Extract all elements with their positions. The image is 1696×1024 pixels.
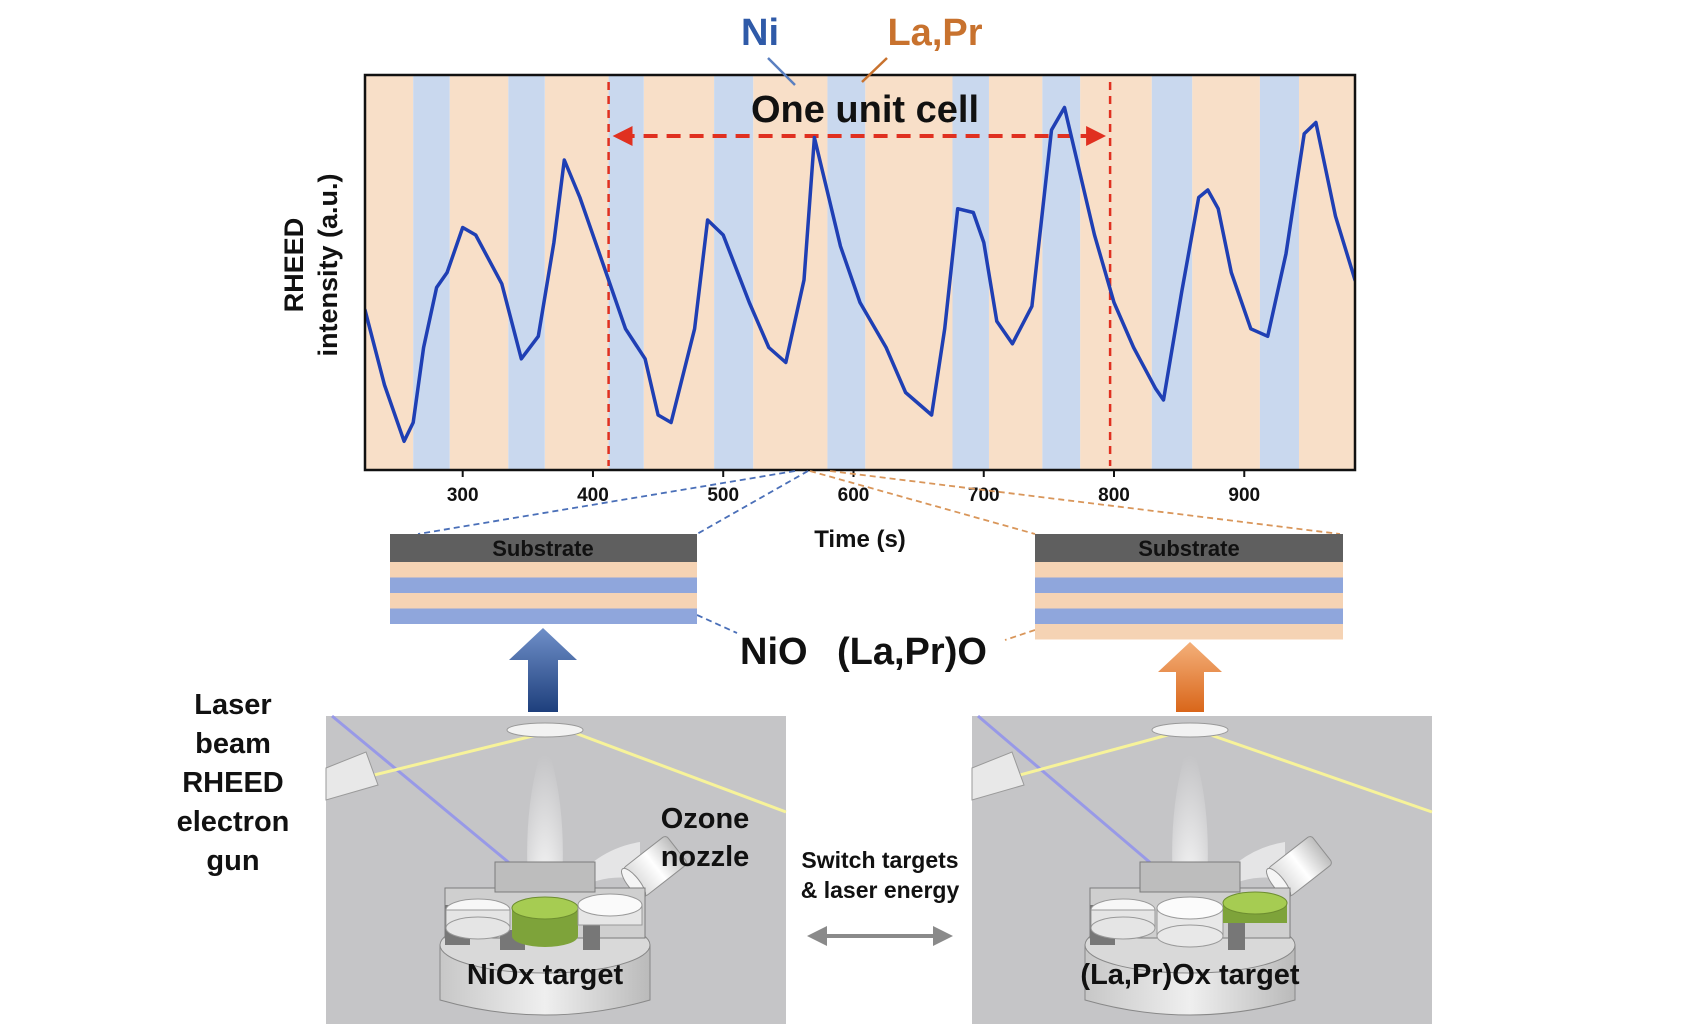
right-substrate-heater	[1151, 722, 1229, 738]
lapr-deposition-band	[544, 75, 609, 470]
x-axis-label: Time (s)	[814, 526, 906, 553]
ni-label-leader	[767, 57, 796, 86]
lapr-deposition-band	[365, 75, 414, 470]
lapr-band-label: La,Pr	[887, 12, 982, 54]
rheed-chart: 300 400 500 600 700 800 900 Time (s) RHEED int…	[279, 12, 1357, 553]
lapro-layer	[1035, 624, 1343, 640]
lapro-layer	[390, 593, 697, 609]
y-axis-label-line-1: RHEED	[279, 218, 309, 313]
laser-label-line-3: RHEED	[182, 767, 284, 799]
ozone-label-line-2: nozzle	[661, 841, 750, 873]
left-chamber-illustration: NiOx target Ozone nozzle	[325, 714, 787, 1024]
lapro-layer	[390, 562, 697, 578]
x-tick-label: 600	[838, 485, 870, 506]
left-film-layers	[390, 562, 697, 624]
orange-up-arrow	[1158, 642, 1222, 712]
x-tick-label: 900	[1228, 485, 1260, 506]
laser-rheed-label: Laser beam RHEED electron gun	[177, 689, 290, 877]
y-axis-label: RHEED intensity (a.u.)	[279, 173, 343, 356]
left-layer-stack: Substrate	[390, 534, 697, 624]
left-substrate-label: Substrate	[492, 536, 593, 561]
lapro-layer	[1035, 562, 1343, 578]
right-target-label: (La,Pr)Ox target	[1080, 959, 1299, 991]
zoom-connector-lines	[417, 470, 1341, 641]
ni-deposition-band	[1259, 75, 1299, 470]
laser-label-line-4: electron	[177, 806, 290, 838]
x-tick-label: 400	[577, 485, 609, 506]
zoom-line-right-2	[829, 470, 1341, 535]
x-tick-label: 800	[1098, 485, 1130, 506]
lapro-layer	[1035, 593, 1343, 609]
zoom-line-left-1	[417, 470, 796, 535]
x-tick-label: 500	[707, 485, 739, 506]
right-layer-stack: Substrate	[1035, 534, 1343, 640]
nio-layer	[390, 608, 697, 624]
lapr-deposition-band	[449, 75, 509, 470]
x-tick-label: 300	[447, 485, 479, 506]
left-white-target-2	[577, 893, 643, 917]
right-substrate-label: Substrate	[1138, 536, 1239, 561]
right-laser-beam	[1015, 731, 1176, 778]
switch-targets-label: Switch targets & laser energy	[801, 847, 960, 903]
left-laser-beam-out	[574, 731, 787, 814]
nio-layer-label: NiO	[740, 631, 808, 673]
nio-layer	[1035, 577, 1343, 593]
switch-label-line-1: Switch targets	[801, 847, 958, 873]
y-axis-label-line-2: intensity (a.u.)	[313, 173, 343, 356]
lapr-deposition-band	[1192, 75, 1260, 470]
left-substrate-heater	[506, 722, 584, 738]
switch-label-line-2: & laser energy	[801, 877, 960, 903]
left-target-label: NiOx target	[467, 959, 624, 991]
blue-up-arrow	[509, 628, 577, 712]
laser-label-line-5: gun	[206, 845, 259, 877]
ni-deposition-band	[413, 75, 450, 470]
left-target-carousel	[439, 861, 651, 1016]
right-laser-beam-out	[1204, 731, 1433, 814]
lapro-leader	[1004, 629, 1036, 641]
nio-layer	[390, 577, 697, 593]
lapr-label-leader	[861, 57, 888, 83]
unit-cell-label: One unit cell	[751, 89, 979, 131]
right-rheed-gun	[971, 751, 1025, 801]
ni-band-label: Ni	[741, 12, 779, 54]
ni-deposition-band	[508, 75, 545, 470]
right-substrate	[1035, 534, 1343, 562]
left-rheed-gun	[325, 751, 379, 801]
plot-frame	[363, 73, 1357, 472]
rheed-intensity-line	[365, 105, 1355, 444]
nio-layer	[1035, 608, 1343, 624]
laser-label-line-2: beam	[195, 728, 271, 760]
right-film-layers	[1035, 562, 1343, 640]
right-target-carousel	[1084, 861, 1296, 1016]
ozone-label-line-1: Ozone	[661, 803, 750, 835]
nio-leader	[696, 614, 738, 634]
zoom-line-right-1	[809, 470, 1036, 535]
right-chamber-illustration: (La,Pr)Ox target	[971, 714, 1433, 1024]
zoom-line-left-2	[696, 470, 809, 535]
left-substrate	[390, 534, 697, 562]
lapro-layer-label: (La,Pr)O	[837, 631, 987, 673]
laser-label-line-1: Laser	[194, 689, 271, 721]
left-laser-beam	[369, 731, 546, 778]
lapr-deposition-band	[1298, 75, 1355, 470]
x-axis-ticks: 300 400 500 600 700 800 900	[447, 470, 1260, 506]
